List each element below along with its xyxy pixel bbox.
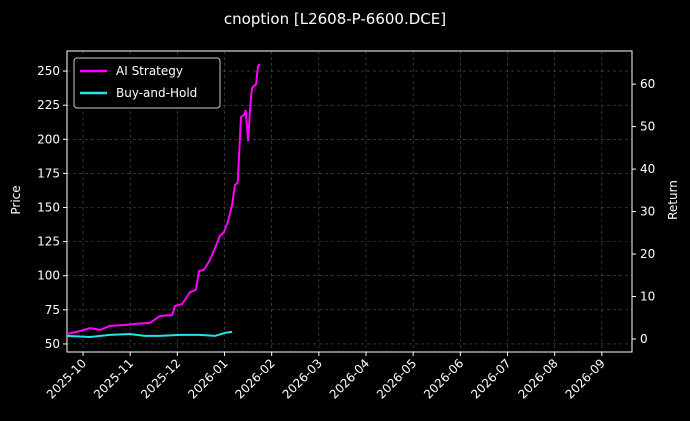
y-axis-label: Price [9,185,23,214]
y-tick-label: 175 [37,166,60,180]
x-tick-label: 2026-07 [468,356,513,401]
legend: AI Strategy Buy-and-Hold [73,57,221,109]
y-tick-label: 200 [37,132,60,146]
y2-tick-label: 30 [640,205,655,219]
y-tick-label: 150 [37,201,60,215]
plot-frame [66,50,633,353]
y2-tick-label: 40 [640,162,655,176]
chart-title: cnoption [L2608-P-6600.DCE] [224,10,446,28]
y2-tick-label: 50 [640,120,655,134]
y2-tick-label: 60 [640,77,655,91]
y-tick-label: 125 [37,235,60,249]
x-tick-label: 2026-09 [563,356,608,401]
x-tick-label: 2025-10 [44,356,89,401]
x-tick-label: 2025-12 [138,356,183,401]
x-tick-label: 2026-01 [185,356,230,401]
series-line [66,330,233,339]
y2-tick-label: 20 [640,247,655,261]
y-tick-label: 100 [37,269,60,283]
y-tick-label: 225 [37,98,60,112]
legend-label: AI Strategy [116,64,183,78]
y-tick-label: 250 [37,64,60,78]
legend-label: Buy-and-Hold [116,86,197,100]
y2-tick-label: 0 [640,332,648,346]
series-line [66,63,261,335]
x-tick-label: 2026-04 [327,356,372,401]
x-tick-label: 2026-05 [374,356,419,401]
y2-axis-label: Return [666,180,680,220]
legend-box [73,57,221,109]
x-tick-label: 2026-08 [515,356,560,401]
x-tick-label: 2025-11 [91,356,136,401]
x-tick-label: 2026-03 [280,356,325,401]
x-tick-label: 2026-02 [232,356,277,401]
y2-tick-label: 10 [640,290,655,304]
x-tick-label: 2026-06 [421,356,466,401]
y-tick-label: 75 [45,303,60,317]
y-tick-label: 50 [45,337,60,351]
